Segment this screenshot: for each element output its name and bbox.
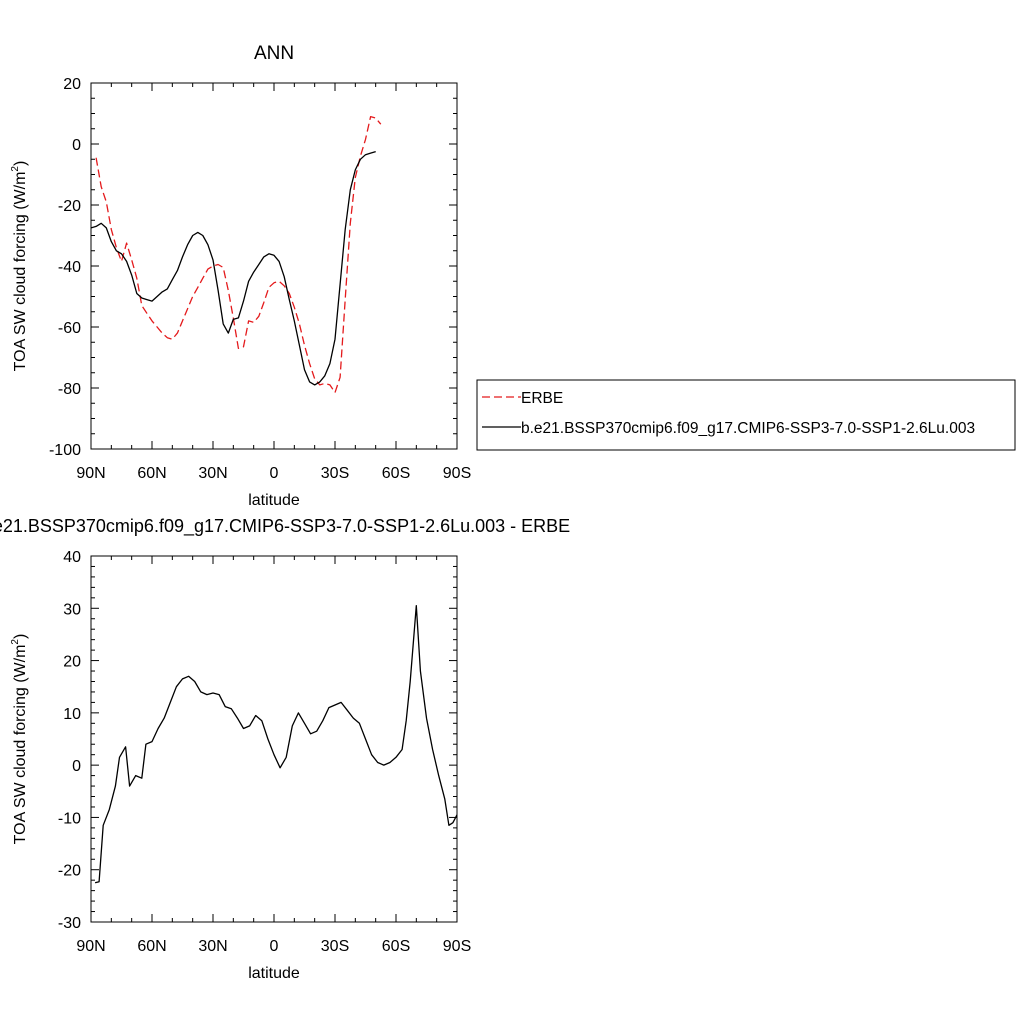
y-tick-label: 10 bbox=[63, 706, 81, 723]
y-tick-label: -10 bbox=[58, 810, 81, 827]
y-tick-label: 0 bbox=[72, 137, 81, 154]
x-tick-label: 0 bbox=[270, 938, 279, 955]
y-axis-label-main: TOA SW cloud forcing (W/m bbox=[12, 645, 29, 845]
legend-box bbox=[476, 379, 1016, 451]
legend-label-2: b.e21.BSSP370cmip6.f09_g17.CMIP6-SSP3-7.… bbox=[521, 420, 975, 437]
y-tick-label: -20 bbox=[58, 198, 81, 215]
x-tick-label: 30N bbox=[198, 465, 227, 482]
chart-panel-2: b.e21.BSSP370cmip6.f09_g17.CMIP6-SSP3-7.… bbox=[0, 516, 570, 982]
x-tick-label: 30S bbox=[321, 938, 349, 955]
legend: ERBE b.e21.BSSP370cmip6.f09_g17.CMIP6-SSP… bbox=[476, 379, 1016, 451]
y-tick-label: 0 bbox=[72, 758, 81, 775]
y-tick-label: -80 bbox=[58, 381, 81, 398]
y-axis-label-close: ) bbox=[12, 161, 29, 166]
series-line-1 bbox=[95, 115, 382, 394]
chart-title: b.e21.BSSP370cmip6.f09_g17.CMIP6-SSP3-7.… bbox=[0, 516, 570, 537]
y-tick-label: 20 bbox=[63, 76, 81, 93]
x-axis-label: latitude bbox=[248, 965, 300, 982]
y-axis-label-main: TOA SW cloud forcing (W/m bbox=[12, 172, 29, 372]
y-tick-label: -20 bbox=[58, 863, 81, 880]
x-tick-label: 60N bbox=[137, 938, 166, 955]
y-axis-label-superscript: 2 bbox=[10, 166, 21, 172]
chart-title: ANN bbox=[254, 43, 294, 64]
series-line-1 bbox=[94, 605, 457, 884]
x-tick-label: 30S bbox=[321, 465, 349, 482]
y-tick-label: 30 bbox=[63, 601, 81, 618]
series-line-2 bbox=[91, 150, 376, 386]
legend-label-1: ERBE bbox=[521, 390, 563, 407]
y-axis-label-close: ) bbox=[12, 634, 29, 639]
x-axis-label: latitude bbox=[248, 492, 300, 509]
y-axis-label-superscript: 2 bbox=[10, 639, 21, 645]
y-axis-label: TOA SW cloud forcing (W/m2) bbox=[10, 634, 29, 845]
x-tick-label: 60S bbox=[382, 465, 410, 482]
y-tick-label: 40 bbox=[63, 549, 81, 566]
x-tick-label: 90N bbox=[76, 465, 105, 482]
x-tick-label: 0 bbox=[270, 465, 279, 482]
y-tick-label: -100 bbox=[49, 442, 81, 459]
y-tick-label: -60 bbox=[58, 320, 81, 337]
plot-frame bbox=[90, 555, 458, 923]
x-tick-label: 90S bbox=[443, 938, 471, 955]
chart-panel-1: ANN 20 0 -20 -40 -60 -80 -100 90N 60N 30N 0 30S 60S 90… bbox=[10, 43, 1016, 509]
x-tick-label: 30N bbox=[198, 938, 227, 955]
x-tick-label: 90S bbox=[443, 465, 471, 482]
x-tick-label: 90N bbox=[76, 938, 105, 955]
x-tick-label: 60S bbox=[382, 938, 410, 955]
y-tick-label: -30 bbox=[58, 915, 81, 932]
y-tick-label: 20 bbox=[63, 654, 81, 671]
x-tick-label: 60N bbox=[137, 465, 166, 482]
y-tick-label: -40 bbox=[58, 259, 81, 276]
plot-frame bbox=[90, 82, 458, 450]
y-axis-label: TOA SW cloud forcing (W/m2) bbox=[10, 161, 29, 372]
